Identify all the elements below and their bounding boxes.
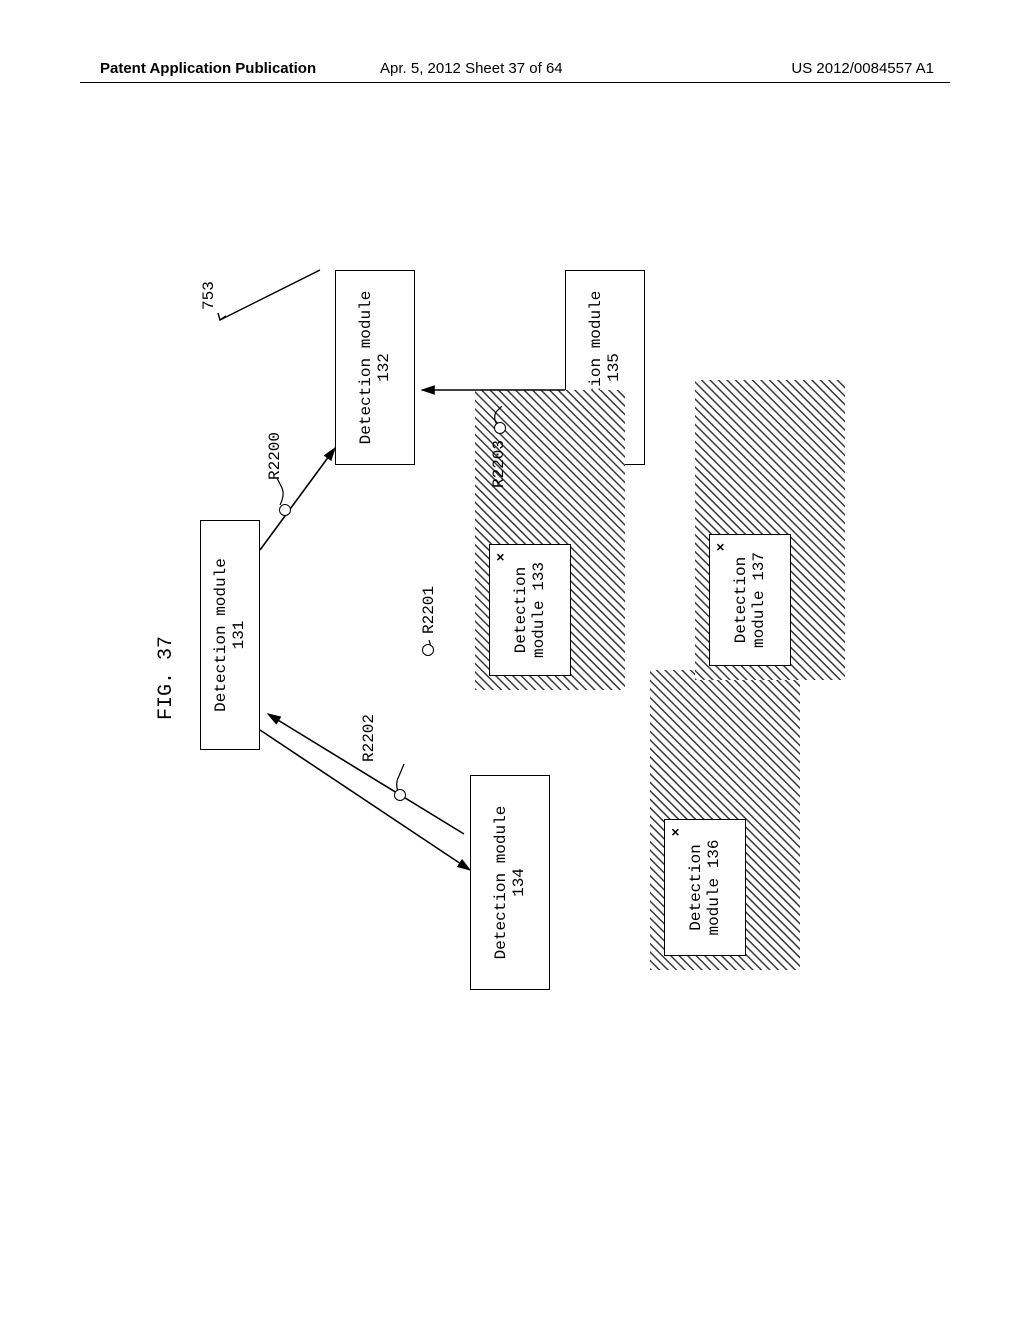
header-right: US 2012/0084557 A1 [791,60,934,77]
label-753: 753 [200,281,218,310]
label-r2201: R2201 [420,586,438,634]
marker-r2200 [279,504,291,516]
header-left: Patent Application Publication [100,60,316,77]
header-center: Apr. 5, 2012 Sheet 37 of 64 [380,60,563,77]
figure-diagram: FIG. 37 Detection module 131 Detection m… [160,260,860,1010]
label-r2202: R2202 [360,714,378,762]
marker-r2202 [394,789,406,801]
label-r2200: R2200 [266,432,284,480]
marker-r2203 [494,422,506,434]
header-rule [80,82,950,83]
rotated-canvas: FIG. 37 Detection module 131 Detection m… [160,260,860,1010]
arrows-overlay [160,260,860,1010]
label-r2203: R2203 [490,440,508,488]
marker-r2201 [422,644,434,656]
